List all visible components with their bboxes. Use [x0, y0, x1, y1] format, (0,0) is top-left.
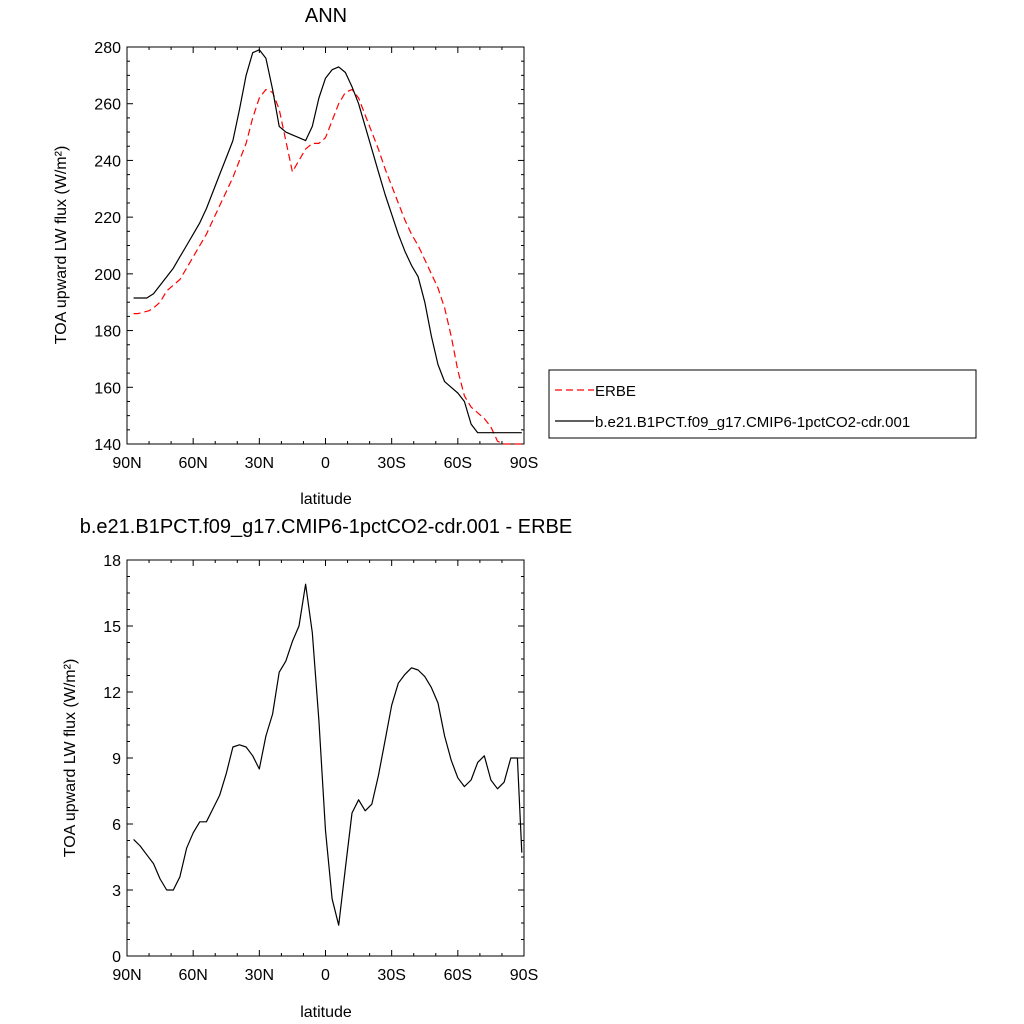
top-x-tick-label: 90N [112, 455, 141, 472]
bottom-x-tick-label: 0 [321, 967, 330, 984]
bottom-y-axis-label: TOA upward LW flux (W/m²) [62, 659, 79, 858]
top-y-tick-label: 280 [94, 40, 121, 57]
legend: ERBE b.e21.B1PCT.f09_g17.CMIP6-1pctCO2-c… [548, 369, 977, 439]
bottom-x-tick-label: 60N [178, 967, 207, 984]
top-x-tick-label: 30N [245, 455, 274, 472]
bottom-y-tick-label: 0 [112, 949, 121, 966]
bottom-plot-frame [126, 559, 525, 957]
top-chart-title: ANN [305, 5, 347, 27]
bottom-y-tick-label: 12 [103, 685, 121, 702]
bottom-y-axis: 0 3 6 9 12 15 18 [103, 553, 524, 966]
top-x-tick-label: 60S [444, 455, 472, 472]
bottom-x-tick-label: 60S [444, 967, 472, 984]
legend-label-model: b.e21.B1PCT.f09_g17.CMIP6-1pctCO2-cdr.00… [595, 414, 910, 431]
top-y-tick-label: 200 [94, 267, 121, 284]
top-y-tick-label: 140 [94, 437, 121, 454]
top-y-tick-label: 220 [94, 210, 121, 227]
top-y-axis: 140 160 180 200 220 240 260 280 [94, 40, 524, 454]
bottom-y-tick-label: 15 [103, 619, 121, 636]
top-y-axis-label: TOA upward LW flux (W/m²) [53, 146, 70, 345]
top-x-tick-label: 60N [178, 455, 207, 472]
bottom-chart-title: b.e21.B1PCT.f09_g17.CMIP6-1pctCO2-cdr.00… [80, 516, 572, 538]
top-x-tick-label: 30S [377, 455, 405, 472]
bottom-y-tick-label: 3 [112, 883, 121, 900]
bottom-panel: b.e21.B1PCT.f09_g17.CMIP6-1pctCO2-cdr.00… [62, 516, 572, 1021]
bottom-y-tick-label: 18 [103, 553, 121, 570]
top-x-tick-label: 0 [321, 455, 330, 472]
top-series-line-0 [133, 88, 522, 445]
top-x-axis: 90N 60N 30N 0 30S 60S 90S [112, 47, 538, 472]
bottom-x-tick-label: 90N [112, 967, 141, 984]
bottom-x-tick-label: 30S [377, 967, 405, 984]
bottom-x-tick-label: 90S [510, 967, 538, 984]
top-y-tick-label: 160 [94, 380, 121, 397]
top-series-line-1 [133, 49, 522, 434]
legend-label-erbe: ERBE [595, 383, 636, 400]
bottom-x-axis-label: latitude [300, 1004, 352, 1021]
legend-box [548, 369, 977, 439]
bottom-x-axis: 90N 60N 30N 0 30S 60S 90S [112, 560, 538, 984]
bottom-series-lines [133, 583, 523, 926]
top-y-tick-label: 180 [94, 324, 121, 341]
top-panel: ANN 90N 60N 30N 0 30S 60S 90S 140 160 180 200 220 2… [53, 5, 977, 508]
bottom-y-tick-label: 9 [112, 751, 121, 768]
top-y-tick-label: 240 [94, 153, 121, 170]
top-y-tick-label: 260 [94, 97, 121, 114]
top-x-tick-label: 90S [510, 455, 538, 472]
bottom-x-tick-label: 30N [245, 967, 274, 984]
bottom-series-line-0 [133, 583, 523, 926]
top-x-axis-label: latitude [300, 491, 352, 508]
bottom-y-tick-label: 6 [112, 817, 121, 834]
top-series-lines [133, 49, 522, 445]
